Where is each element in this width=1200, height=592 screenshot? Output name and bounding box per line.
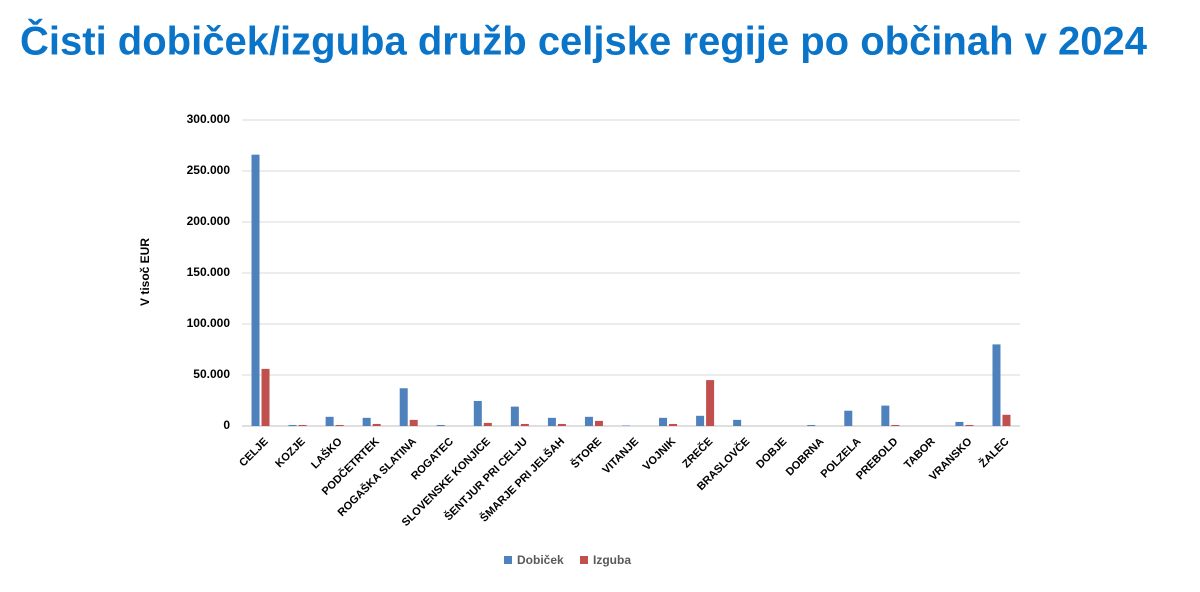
chart-title: Čisti dobiček/izguba družb celjske regij… — [20, 18, 1148, 64]
legend-label: Dobiček — [517, 553, 564, 567]
bar — [436, 424, 445, 426]
x-tick-label: VITANJE — [600, 436, 641, 477]
bar — [807, 424, 816, 426]
y-tick-label: 250.000 — [187, 163, 231, 177]
y-tick-label: 200.000 — [187, 214, 231, 228]
bar — [399, 388, 408, 426]
bar — [483, 422, 492, 426]
bar — [547, 417, 556, 426]
bar — [622, 425, 630, 426]
bar — [706, 380, 715, 426]
bar — [251, 154, 260, 426]
bar — [891, 424, 900, 426]
bar — [881, 405, 890, 426]
bar — [594, 420, 603, 426]
bar — [965, 424, 974, 426]
x-tick-label: DOBJE — [754, 436, 789, 471]
bar — [520, 423, 529, 426]
bar — [325, 416, 334, 426]
x-tick-label: ŽALEC — [977, 435, 1012, 470]
x-tick-label: VOJNIK — [641, 436, 678, 473]
bar — [1002, 414, 1011, 426]
x-tick-label: KOZJE — [273, 436, 307, 470]
bar — [261, 368, 270, 426]
bar — [992, 344, 1001, 426]
bar — [288, 424, 297, 426]
y-tick-label: 50.000 — [193, 367, 230, 381]
y-tick-label: 0 — [223, 418, 230, 432]
bar — [659, 417, 668, 426]
x-tick-label: ŠTORE — [568, 435, 604, 471]
bar — [409, 419, 418, 426]
x-tick-label: CELJE — [237, 436, 271, 470]
legend-swatch — [580, 556, 588, 564]
legend-swatch — [504, 556, 512, 564]
x-tick-label: LAŠKO — [308, 435, 345, 472]
bar — [669, 423, 678, 426]
y-tick-label: 100.000 — [187, 316, 231, 330]
bar — [372, 423, 381, 426]
y-tick-label: 150.000 — [187, 265, 231, 279]
bar — [473, 401, 482, 426]
bar — [844, 410, 853, 426]
legend-label: Izguba — [593, 553, 631, 567]
bar — [362, 417, 371, 426]
x-tick-label: TABOR — [902, 436, 938, 472]
y-axis-label: V tisoč EUR — [138, 238, 152, 306]
bar — [955, 421, 964, 426]
x-tick-label: ZREČE — [680, 435, 716, 471]
bar — [733, 419, 742, 426]
bar — [584, 416, 593, 426]
bar — [510, 406, 519, 426]
bar — [557, 423, 566, 426]
bar — [298, 424, 307, 426]
bar — [335, 424, 344, 426]
bar — [696, 415, 705, 426]
y-tick-label: 300.000 — [187, 112, 231, 126]
